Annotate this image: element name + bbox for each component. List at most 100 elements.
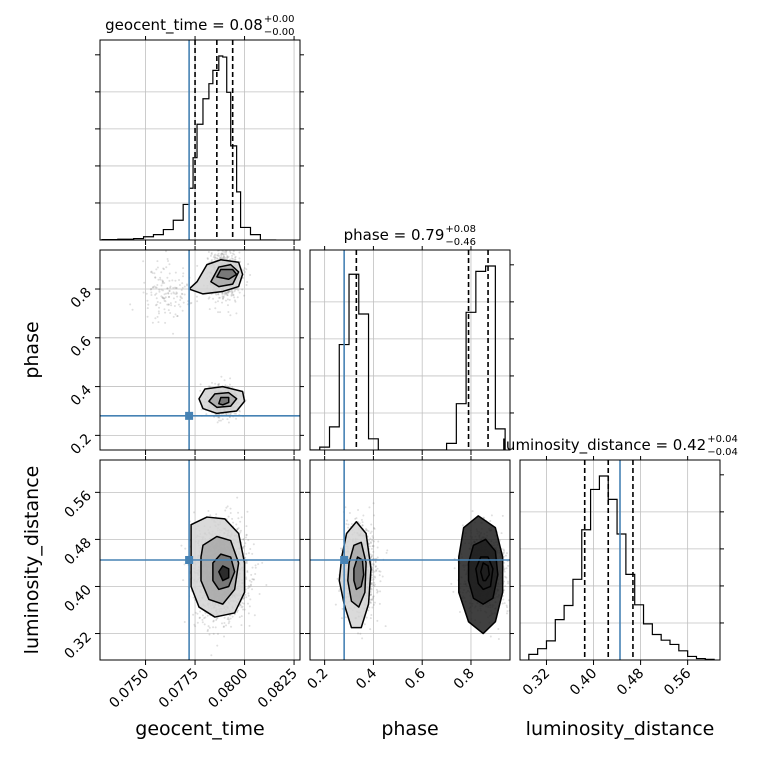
sample-point — [245, 268, 248, 271]
sample-point — [236, 609, 239, 612]
sample-point — [229, 507, 232, 510]
sample-point — [150, 294, 153, 297]
density-contour — [218, 396, 230, 406]
sample-point — [212, 626, 215, 629]
sample-point — [224, 384, 227, 387]
sample-point — [151, 321, 154, 324]
sample-point — [376, 590, 379, 593]
sample-point — [236, 296, 239, 299]
sample-point — [169, 302, 172, 305]
sample-point — [248, 624, 251, 627]
sample-point — [175, 291, 178, 294]
sample-point — [222, 625, 225, 628]
sample-point — [216, 257, 219, 260]
sample-point — [370, 579, 373, 582]
sample-point — [173, 304, 176, 307]
sample-point — [238, 257, 241, 260]
sample-point — [232, 294, 235, 297]
sample-point — [252, 578, 255, 581]
sample-point — [338, 590, 341, 593]
sample-point — [246, 281, 249, 284]
sample-point — [166, 257, 169, 260]
sample-point — [245, 596, 248, 599]
sample-point — [160, 288, 163, 291]
sample-point — [224, 238, 226, 240]
sample-point — [501, 514, 504, 517]
sample-point — [221, 622, 224, 625]
sample-point — [228, 290, 231, 293]
panel-frame — [99, 459, 301, 661]
sample-point — [227, 618, 230, 621]
sample-point — [376, 619, 379, 622]
sample-point — [246, 510, 249, 513]
panel-frame — [99, 249, 301, 451]
sample-point — [254, 566, 257, 569]
sample-point — [178, 278, 181, 281]
title-plus: +0.00 — [264, 14, 295, 25]
sample-point — [168, 263, 171, 266]
sample-point — [217, 416, 220, 419]
sample-point — [375, 570, 378, 573]
sample-point — [501, 602, 504, 605]
sample-point — [371, 535, 374, 538]
sample-point — [161, 280, 164, 283]
sample-point — [345, 523, 348, 526]
sample-point — [246, 561, 249, 564]
sample-point — [154, 276, 157, 279]
sample-point — [241, 602, 244, 605]
sample-point — [245, 525, 248, 528]
sample-point — [166, 276, 169, 279]
sample-point — [227, 421, 230, 424]
sample-point — [248, 605, 251, 608]
sample-point — [212, 620, 215, 623]
sample-point — [179, 305, 182, 308]
sample-point — [240, 516, 243, 519]
sample-point — [242, 597, 245, 600]
sample-point — [193, 623, 196, 626]
sample-point — [214, 253, 217, 256]
sample-point — [164, 311, 167, 314]
sample-point — [370, 587, 373, 590]
sample-point — [507, 582, 510, 585]
sample-point — [194, 625, 197, 628]
sample-point — [505, 576, 508, 579]
sample-point — [503, 602, 506, 605]
sample-point — [223, 635, 226, 638]
sample-point — [220, 252, 223, 255]
x-tick-label: 0.0800 — [205, 666, 251, 712]
sample-point — [212, 619, 215, 622]
sample-point — [207, 297, 210, 300]
sample-point — [220, 255, 223, 258]
sample-point — [334, 603, 337, 606]
sample-point — [236, 528, 239, 531]
sample-point — [237, 527, 240, 530]
sample-point — [503, 561, 506, 564]
sample-point — [240, 624, 243, 627]
sample-point — [502, 598, 505, 601]
sample-point — [350, 523, 353, 526]
sample-point — [374, 576, 377, 579]
x-tick-label: 0.40 — [567, 666, 600, 699]
sample-point — [373, 581, 376, 584]
sample-point — [167, 303, 170, 306]
sample-point — [221, 246, 223, 248]
sample-point — [161, 282, 164, 285]
x-tick-label: 0.48 — [614, 666, 647, 699]
sample-point — [207, 251, 210, 254]
sample-point — [369, 590, 372, 593]
sample-point — [370, 583, 373, 586]
sample-point — [372, 595, 375, 598]
sample-point — [251, 566, 254, 569]
sample-point — [245, 284, 248, 287]
sample-point — [228, 383, 231, 386]
sample-point — [253, 614, 256, 617]
density-contour — [218, 565, 230, 582]
sample-point — [208, 633, 211, 636]
sample-point — [233, 253, 236, 256]
sample-point — [147, 303, 150, 306]
sample-point — [182, 267, 185, 270]
sample-point — [208, 385, 211, 388]
sample-point — [170, 304, 173, 307]
sample-point — [229, 250, 232, 253]
sample-point — [217, 384, 220, 387]
